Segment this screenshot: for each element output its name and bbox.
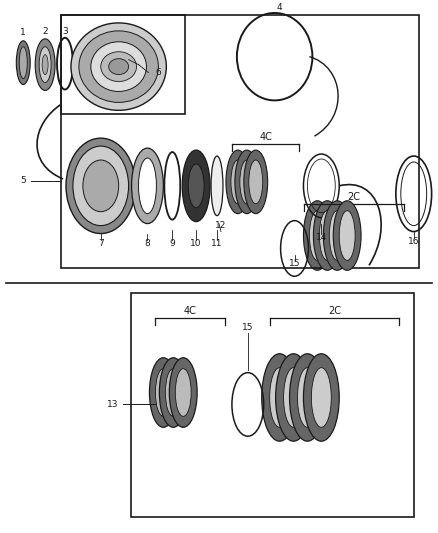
Ellipse shape <box>138 158 156 214</box>
Ellipse shape <box>297 368 318 427</box>
Ellipse shape <box>270 368 290 427</box>
Ellipse shape <box>211 156 223 216</box>
Ellipse shape <box>16 41 30 85</box>
Text: 2C: 2C <box>348 192 360 202</box>
Ellipse shape <box>290 354 325 441</box>
Ellipse shape <box>309 211 325 260</box>
Text: 7: 7 <box>98 239 104 248</box>
Ellipse shape <box>155 369 171 416</box>
Ellipse shape <box>304 354 339 441</box>
Ellipse shape <box>166 369 181 416</box>
Ellipse shape <box>66 138 135 233</box>
Ellipse shape <box>240 160 254 204</box>
Text: 15: 15 <box>289 259 300 268</box>
Text: 11: 11 <box>211 239 223 248</box>
Ellipse shape <box>19 47 27 78</box>
Text: 12: 12 <box>215 221 227 230</box>
Ellipse shape <box>283 368 304 427</box>
Ellipse shape <box>188 164 204 208</box>
Text: 13: 13 <box>107 400 118 409</box>
Text: 10: 10 <box>191 239 202 248</box>
Ellipse shape <box>109 59 129 75</box>
Ellipse shape <box>311 368 331 427</box>
Ellipse shape <box>149 358 177 427</box>
Ellipse shape <box>182 150 210 222</box>
Ellipse shape <box>235 150 259 214</box>
Ellipse shape <box>329 211 345 260</box>
Text: 4C: 4C <box>259 132 272 142</box>
Ellipse shape <box>319 211 335 260</box>
Text: 4C: 4C <box>184 306 197 316</box>
Text: 14: 14 <box>316 233 327 242</box>
Text: 2: 2 <box>42 27 48 36</box>
Bar <box>131 293 414 516</box>
Ellipse shape <box>170 358 197 427</box>
Ellipse shape <box>71 23 166 110</box>
Ellipse shape <box>175 369 191 416</box>
Ellipse shape <box>101 52 137 82</box>
Ellipse shape <box>339 211 355 260</box>
Ellipse shape <box>333 201 361 270</box>
Text: 6: 6 <box>155 68 161 77</box>
Bar <box>61 15 419 268</box>
Text: 5: 5 <box>21 176 26 185</box>
Ellipse shape <box>262 354 297 441</box>
Ellipse shape <box>304 201 331 270</box>
Text: 15: 15 <box>242 324 254 333</box>
Ellipse shape <box>244 150 268 214</box>
Text: 2C: 2C <box>328 306 341 316</box>
Ellipse shape <box>83 160 119 212</box>
Ellipse shape <box>91 42 146 92</box>
Ellipse shape <box>131 148 163 224</box>
Ellipse shape <box>159 358 187 427</box>
Ellipse shape <box>35 39 55 91</box>
Text: 3: 3 <box>62 27 68 36</box>
Ellipse shape <box>314 201 341 270</box>
Text: 9: 9 <box>170 239 175 248</box>
Text: 16: 16 <box>408 237 420 246</box>
Text: 4: 4 <box>277 3 283 12</box>
Text: 8: 8 <box>145 239 150 248</box>
Ellipse shape <box>79 31 159 102</box>
Ellipse shape <box>249 160 263 204</box>
Text: 1: 1 <box>21 28 26 37</box>
Ellipse shape <box>42 55 48 75</box>
Ellipse shape <box>73 146 129 225</box>
Ellipse shape <box>276 354 311 441</box>
Ellipse shape <box>323 201 351 270</box>
Bar <box>61 15 185 114</box>
Ellipse shape <box>39 47 51 83</box>
Ellipse shape <box>231 160 245 204</box>
Ellipse shape <box>226 150 250 214</box>
